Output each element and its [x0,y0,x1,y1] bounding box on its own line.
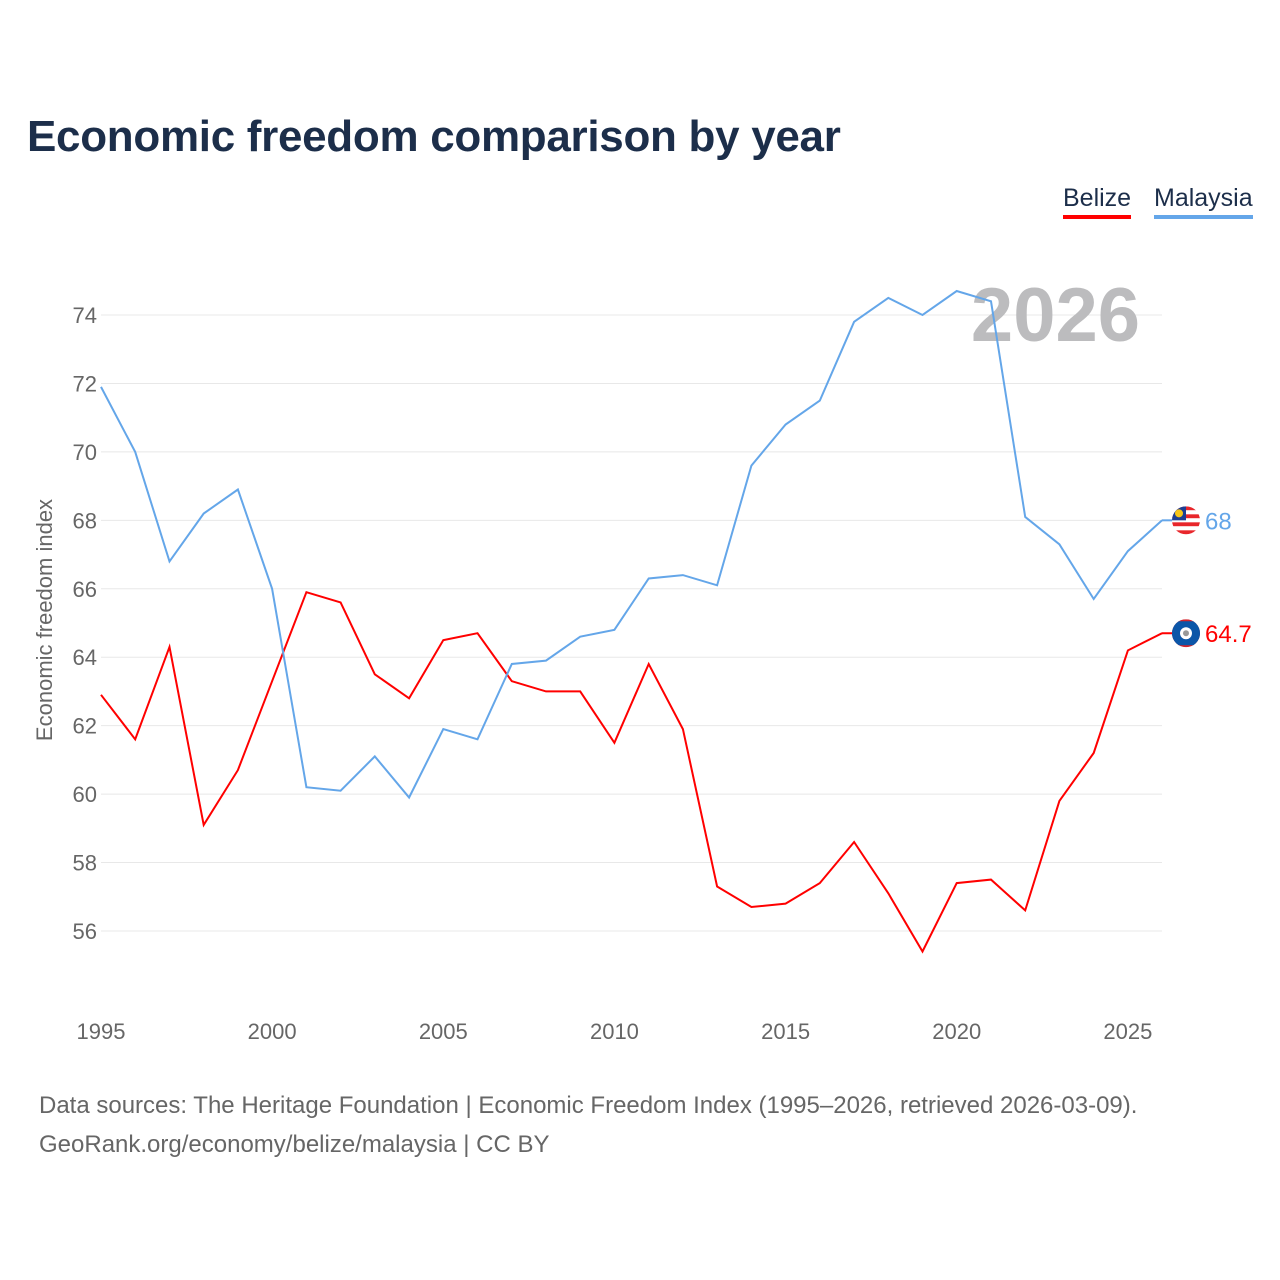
data-point-belize[interactable] [1054,796,1064,806]
data-point-malaysia[interactable] [233,485,243,495]
end-markers: 64.7 68 [1162,506,1252,648]
source-line-2[interactable]: GeoRank.org/economy/belize/malaysia | CC… [39,1131,550,1158]
data-point-malaysia[interactable] [678,570,688,580]
data-point-malaysia[interactable] [781,420,791,430]
data-point-belize[interactable] [781,899,791,909]
y-tick-label: 60 [73,782,97,807]
y-tick-label: 62 [73,714,97,739]
data-point-belize[interactable] [609,738,619,748]
data-point-belize[interactable] [336,597,346,607]
data-point-malaysia[interactable] [918,310,928,320]
x-tick-label: 2005 [419,1019,468,1044]
data-point-malaysia[interactable] [1020,512,1030,522]
series-line-malaysia [100,289,1163,800]
source-note: Data sources: The Heritage Foundation | … [39,1086,1137,1164]
data-point-malaysia[interactable] [164,556,174,566]
data-point-belize[interactable] [267,676,277,686]
x-tick-label: 2025 [1103,1019,1152,1044]
data-point-belize[interactable] [473,628,483,638]
chart-title: Economic freedom comparison by year [27,112,841,161]
x-tick-label: 2020 [932,1019,981,1044]
data-point-belize[interactable] [404,693,414,703]
data-point-belize[interactable] [130,734,140,744]
flag-icon-belize [1172,619,1200,648]
data-point-belize[interactable] [370,669,380,679]
data-point-belize[interactable] [746,902,756,912]
series-lines [96,286,1163,956]
data-point-malaysia[interactable] [267,584,277,594]
data-point-belize[interactable] [507,676,517,686]
data-point-belize[interactable] [644,659,654,669]
data-point-malaysia[interactable] [986,296,996,306]
gridlines [101,314,1162,932]
data-point-malaysia[interactable] [199,508,209,518]
data-point-malaysia[interactable] [301,782,311,792]
data-point-malaysia[interactable] [96,382,106,392]
data-point-malaysia[interactable] [336,786,346,796]
y-tick-label: 56 [73,919,97,944]
data-point-malaysia[interactable] [644,573,654,583]
data-point-malaysia[interactable] [1089,594,1099,604]
y-tick-label: 72 [73,371,97,396]
data-point-malaysia[interactable] [849,317,859,327]
data-point-belize[interactable] [96,690,106,700]
y-tick-label: 70 [73,440,97,465]
source-line-1: Data sources: The Heritage Foundation | … [39,1092,1138,1119]
data-point-belize[interactable] [233,765,243,775]
data-point-malaysia[interactable] [130,447,140,457]
data-point-belize[interactable] [1123,645,1133,655]
data-point-belize[interactable] [815,878,825,888]
data-point-belize[interactable] [164,642,174,652]
series-line-belize [100,590,1163,954]
data-point-belize[interactable] [952,878,962,888]
data-point-malaysia[interactable] [746,461,756,471]
data-point-belize[interactable] [918,946,928,956]
legend-malaysia[interactable]: Malaysia [1154,184,1253,219]
data-point-malaysia[interactable] [575,632,585,642]
data-point-malaysia[interactable] [370,751,380,761]
data-point-malaysia[interactable] [712,580,722,590]
data-point-malaysia[interactable] [541,656,551,666]
y-tick-label: 64 [73,645,97,670]
x-tick-label: 2000 [248,1019,297,1044]
data-point-malaysia[interactable] [1054,539,1064,549]
data-point-malaysia[interactable] [883,293,893,303]
legend-belize[interactable]: Belize [1063,184,1132,219]
flag-icon-malaysia [1172,506,1200,535]
end-label-malaysia: 68 [1205,508,1232,535]
data-point-malaysia[interactable] [507,659,517,669]
data-point-belize[interactable] [541,686,551,696]
x-tick-label: 2015 [761,1019,810,1044]
y-tick-label: 66 [73,577,97,602]
y-tick-label: 68 [73,508,97,533]
end-label-belize: 64.7 [1205,621,1252,648]
data-point-malaysia[interactable] [952,286,962,296]
data-point-malaysia[interactable] [815,396,825,406]
axis-ticks: 56 58 60 62 64 66 68 70 72 74 1995 2000 2005 2010 2015… [73,303,1153,1044]
data-point-belize[interactable] [986,875,996,885]
data-point-malaysia[interactable] [473,734,483,744]
y-tick-label: 58 [73,851,97,876]
data-point-belize[interactable] [438,635,448,645]
x-tick-label: 1995 [77,1019,126,1044]
data-point-belize[interactable] [199,820,209,830]
data-point-malaysia[interactable] [404,793,414,803]
data-point-belize[interactable] [712,881,722,891]
data-point-belize[interactable] [301,587,311,597]
y-tick-label: 74 [73,303,97,328]
y-axis-label: Economic freedom index [32,499,57,741]
data-point-malaysia[interactable] [609,625,619,635]
year-watermark: 2026 [971,273,1140,358]
data-point-belize[interactable] [1089,748,1099,758]
data-point-belize[interactable] [883,888,893,898]
data-point-belize[interactable] [678,724,688,734]
data-point-malaysia[interactable] [438,724,448,734]
x-tick-label: 2010 [590,1019,639,1044]
data-point-belize[interactable] [1020,905,1030,915]
data-point-malaysia[interactable] [1123,546,1133,556]
data-point-belize[interactable] [849,837,859,847]
data-point-belize[interactable] [575,686,585,696]
